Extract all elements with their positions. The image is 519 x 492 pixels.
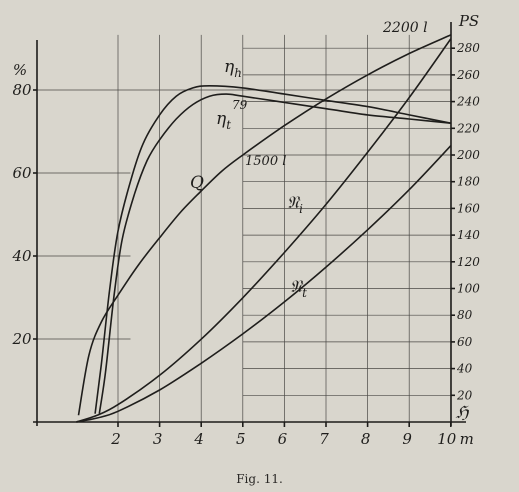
annotation-1500: 1500 l: [245, 154, 286, 169]
y-left-unit: %: [13, 61, 27, 79]
y-right-tick-label: 240: [456, 95, 480, 109]
x-tick-label: 6: [278, 430, 288, 448]
x-tick-label: 5: [236, 430, 246, 448]
y-right-tick-label: 260: [456, 68, 480, 82]
y-right-tick-label: 280: [456, 41, 480, 55]
annotation-79: 79: [232, 98, 248, 112]
grid: [37, 34, 452, 422]
x-tick-label: 4: [193, 430, 204, 448]
y-right-tick-label: 120: [457, 255, 480, 269]
y-left-tick-label: 40: [11, 247, 32, 265]
series-line-n-i: [76, 38, 452, 423]
x-tick-label: 3: [153, 430, 163, 448]
series-line-n-t: [76, 145, 452, 423]
x-tick-label: 2: [110, 430, 121, 448]
chart-canvas: 2 3 4 5 6 7 8 9 10 mℌ20406080%2040608010012014016…: [11, 12, 480, 448]
y-right-tick-label: 100: [457, 282, 480, 296]
x-axis-label: m: [460, 430, 474, 448]
x-axis-symbol: ℌ: [456, 403, 470, 423]
series-line--h: [94, 84, 451, 414]
y-right-tick-label: 20: [456, 388, 473, 402]
series-label-q: Q: [190, 173, 204, 193]
x-tick-label: 7: [319, 430, 329, 448]
y-left-tick-label: 80: [12, 81, 32, 99]
y-right-unit: PS: [458, 12, 479, 30]
y-right-tick-label: 220: [456, 121, 480, 135]
x-tick-label: 9: [402, 430, 412, 448]
labels: 2 3 4 5 6 7 8 9 10 mℌ20406080%2040608010012014016…: [11, 12, 480, 448]
series-label-eta-t: ηt: [216, 109, 231, 132]
figure-caption: Fig. 11.: [236, 472, 283, 486]
series-label-n-i: 𝔑i: [287, 193, 303, 216]
y-right-tick-label: 200: [456, 148, 480, 162]
y-right-tick-label: 60: [457, 335, 473, 349]
annotation-2200: 2200 l: [382, 20, 428, 36]
y-right-tick-label: 180: [457, 175, 480, 189]
series-line-q: [77, 34, 452, 416]
series-label-eta-h: ηh: [224, 57, 242, 80]
y-left-tick-label: 60: [12, 164, 32, 182]
curves: [76, 34, 452, 423]
series-line--t: [98, 93, 451, 414]
y-right-tick-label: 80: [457, 308, 473, 322]
y-left-tick-label: 20: [11, 330, 32, 348]
series-label-n-t: 𝔑t: [290, 277, 307, 300]
y-right-tick-label: 160: [457, 201, 480, 215]
y-right-tick-label: 140: [457, 228, 480, 242]
y-right-tick-label: 40: [456, 362, 473, 376]
x-tick-label: 8: [361, 430, 371, 448]
axes: [33, 22, 466, 427]
x-tick-label: 10: [437, 430, 457, 448]
